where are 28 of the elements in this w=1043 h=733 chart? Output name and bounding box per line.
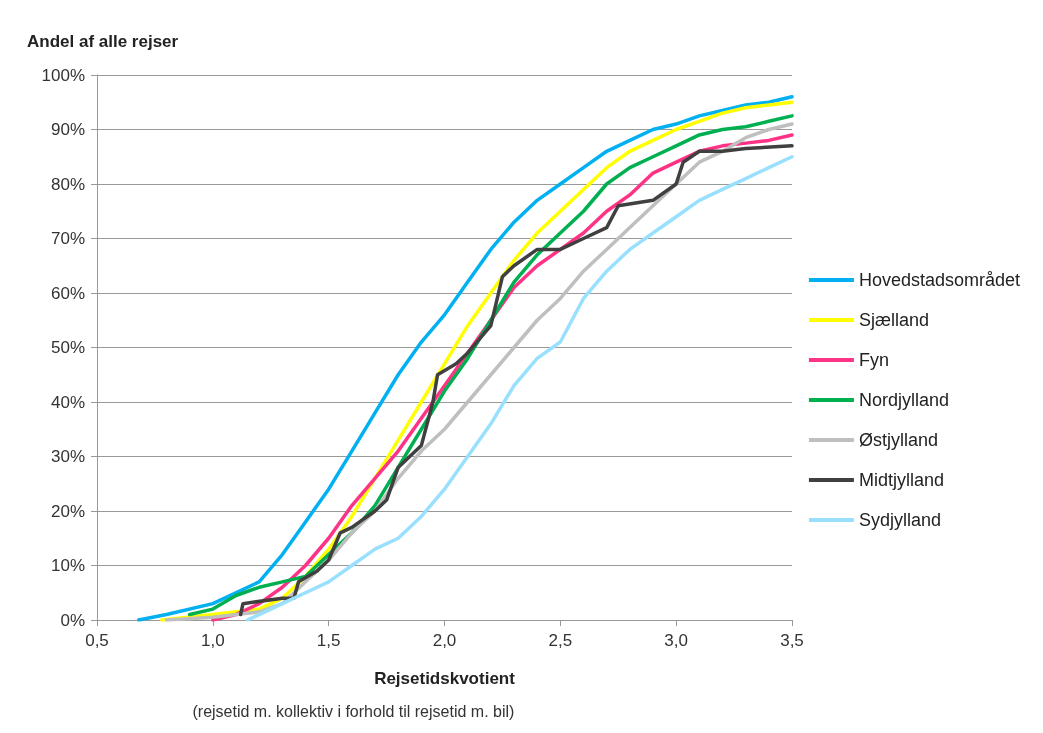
y-tick-label: 60% bbox=[50, 283, 85, 303]
x-tick-label: 3,5 bbox=[780, 631, 804, 650]
legend-label: Fyn bbox=[858, 350, 889, 370]
x-tick-label: 3,0 bbox=[664, 631, 688, 650]
y-tick-label: 70% bbox=[50, 229, 85, 248]
y-tick-label: 20% bbox=[50, 501, 85, 521]
x-tick-label: 1,5 bbox=[316, 631, 341, 650]
x-tick-label: 0,5 bbox=[85, 631, 109, 650]
text: (rejsetid m. kollektiv i forhold til rejsetid m. bil) bbox=[192, 702, 515, 720]
y-tick-label: 0% bbox=[60, 610, 85, 630]
x-tick-label: 2,0 bbox=[432, 631, 457, 650]
y-tick-label: 50% bbox=[50, 338, 85, 357]
y-tick-label: 30% bbox=[50, 447, 85, 466]
legend-label: Sydjylland bbox=[858, 510, 941, 530]
legend-label: Østjylland bbox=[858, 430, 938, 450]
y-tick-label: 40% bbox=[50, 392, 85, 412]
legend-label: Hovedstadsområdet bbox=[858, 270, 1021, 290]
x-tick-label: 1,0 bbox=[201, 631, 225, 650]
y-tick-label: 10% bbox=[50, 556, 85, 575]
y-tick-label: 80% bbox=[50, 174, 85, 194]
y-tick-label: 90% bbox=[50, 120, 85, 139]
x-tick-label: 2,5 bbox=[548, 631, 573, 650]
legend-label: Midtjylland bbox=[858, 470, 944, 490]
legend-label: Sjælland bbox=[858, 310, 929, 330]
y-tick-label: 100% bbox=[41, 65, 85, 85]
x-axis-title: Rejsetidskvotient bbox=[374, 669, 516, 688]
legend-label: Nordjylland bbox=[858, 390, 949, 410]
y-axis-title: Andel af alle rejser bbox=[27, 32, 179, 51]
